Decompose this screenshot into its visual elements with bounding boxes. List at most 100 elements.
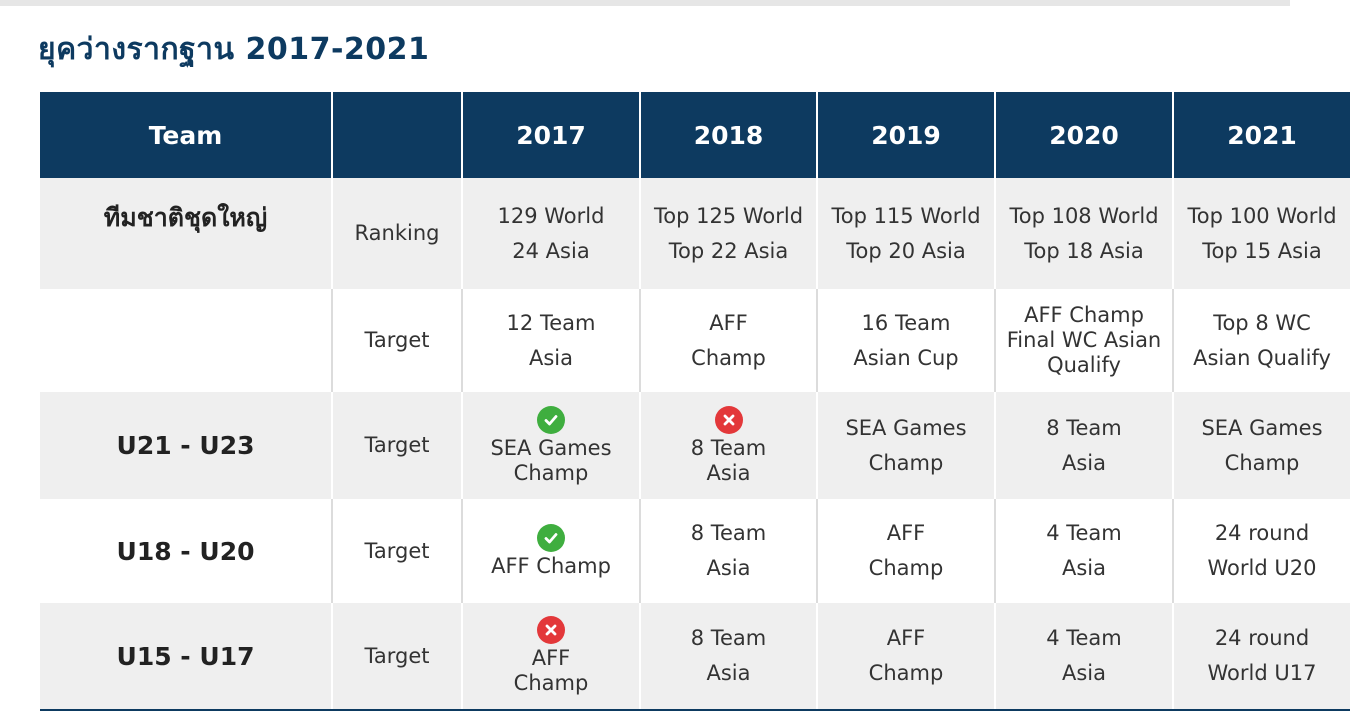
table-body: ทีมชาติชุดใหญ่ Ranking 129 World 24 Asia Top…	[40, 178, 1350, 709]
cell-text-line2: Champ	[691, 345, 766, 370]
cell-text-line2: Asia	[1061, 661, 1106, 685]
header-2021: 2021	[1172, 92, 1350, 178]
team-cell: U18 - U20	[116, 536, 255, 566]
cell-text-line2: Asia	[706, 556, 751, 580]
table-header: Team 2017 2018 2019 2020 2021	[40, 92, 1350, 178]
cell-text-line1: Top 125 World	[653, 203, 804, 228]
cell-text-line2: World U17	[1207, 661, 1317, 685]
value-cell: Top 125 World Top 22 Asia	[639, 178, 816, 289]
value-cell: SEA Games Champ	[816, 392, 994, 499]
value-cell: 16 Team Asian Cup	[816, 289, 994, 392]
cell-text-line1: 4 Team	[1046, 626, 1122, 650]
cell-text-line1: 8 Team	[1046, 415, 1122, 440]
table-row: U18 - U20 Target AFF Champ 8 Team Asia AFF Cha…	[40, 499, 1350, 603]
value-cell: 8 Team Asia	[639, 603, 816, 709]
value-cell: 8 Team Asia	[639, 499, 816, 603]
cell-text-line2: Champ	[1224, 450, 1300, 475]
cell-text-line1: Top 8 WC	[1213, 310, 1311, 335]
cell-text-line2: Asia	[1061, 556, 1106, 580]
value-cell: 8 Team Asia	[994, 392, 1172, 499]
cell-text-line1: AFF	[886, 521, 926, 545]
table-row: Target 12 Team Asia AFF Champ 16 Team Asian Cu…	[40, 289, 1350, 392]
value-cell: Top 115 World Top 20 Asia	[816, 178, 994, 289]
cell-text-line1: AFF	[709, 310, 748, 335]
header-2020: 2020	[994, 92, 1172, 178]
value-cell: 4 Team Asia	[994, 603, 1172, 709]
value-cell: AFF Champ	[816, 603, 994, 709]
cell-text-line2: Asia	[528, 345, 573, 370]
check-icon	[537, 405, 565, 434]
value-cell: AFF Champ	[639, 289, 816, 392]
cell-text-line2: Asia	[706, 460, 751, 485]
cell-text-line2: Top 20 Asia	[846, 238, 966, 263]
team-cell	[40, 289, 331, 392]
value-cell: SEA Games Champ	[461, 392, 639, 499]
cell-text-line2: Champ	[868, 661, 944, 685]
cell-text-line1: 24 round	[1214, 521, 1310, 545]
value-cell: 12 Team Asia	[461, 289, 639, 392]
cell-text-line1: SEA Games	[845, 415, 967, 440]
cell-text-line1: 24 round	[1214, 626, 1310, 650]
targets-table: Team 2017 2018 2019 2020 2021 ทีมชาติชุด…	[40, 92, 1350, 711]
cell-text-line1: SEA Games	[1201, 415, 1323, 440]
table-row: U15 - U17 Target AFF Champ 8 Team Asia AFF Cham…	[40, 603, 1350, 709]
value-cell: AFF Champ Final WC Asian Qualify	[994, 289, 1172, 392]
team-cell: ทีมชาติชุดใหญ่	[103, 203, 268, 232]
cross-icon	[714, 405, 743, 434]
team-cell: U21 - U23	[116, 431, 255, 460]
cell-text-line2: Champ	[868, 450, 944, 475]
cell-text-line2: Top 18 Asia	[1024, 238, 1144, 263]
cell-text-line2: Asia	[1061, 450, 1106, 475]
metric-cell: Target	[331, 499, 461, 603]
value-cell: AFF Champ	[816, 499, 994, 603]
cell-text-line2: Final WC Asian	[1006, 328, 1162, 352]
metric-cell: Ranking	[331, 178, 461, 289]
cell-text-line1: 4 Team	[1046, 521, 1122, 545]
cell-text-line2: Top 22 Asia	[668, 238, 789, 263]
cell-text-line2: Asian Qualify	[1193, 345, 1331, 370]
value-cell: Top 8 WC Asian Qualify	[1172, 289, 1350, 392]
metric-cell: Target	[331, 289, 461, 392]
cell-text-line1: 129 World	[497, 203, 605, 228]
cell-text-line2: Champ	[513, 460, 589, 485]
cell-text-line1: AFF Champ	[491, 553, 611, 578]
cell-text-line1: Top 115 World	[831, 203, 981, 228]
cell-text-line1: AFF	[886, 626, 926, 650]
cell-text-line2: Champ	[868, 556, 944, 580]
cell-text-line2: Asian Cup	[853, 345, 959, 370]
cell-text-line3: Qualify	[1047, 353, 1121, 377]
header-metric	[331, 92, 461, 178]
cell-text-line1: AFF Champ	[1024, 303, 1144, 327]
value-cell: AFF Champ	[461, 499, 639, 603]
cell-text-line1: 12 Team	[506, 310, 596, 335]
check-icon	[537, 523, 565, 552]
team-cell: U15 - U17	[116, 641, 255, 671]
cell-text-line1: Top 100 World	[1187, 203, 1337, 228]
metric-cell: Target	[331, 392, 461, 499]
value-cell: SEA Games Champ	[1172, 392, 1350, 499]
cell-text-line1: 16 Team	[861, 310, 951, 335]
cross-icon	[537, 616, 565, 644]
header-2019: 2019	[816, 92, 994, 178]
cell-text-line1: 8 Team	[690, 435, 767, 460]
cell-text-line1: 8 Team	[690, 626, 767, 650]
table-row: ทีมชาติชุดใหญ่ Ranking 129 World 24 Asia Top…	[40, 178, 1350, 289]
cell-text-line2: Champ	[513, 671, 589, 695]
top-divider	[0, 0, 1290, 6]
page-title: ยุคว่างรากฐาน 2017-2021	[38, 32, 430, 67]
cell-text-line1: 8 Team	[690, 521, 767, 545]
cell-text-line2: Top 15 Asia	[1202, 238, 1322, 263]
cell-text-line2: Asia	[706, 661, 751, 685]
cell-text-line1: Top 108 World	[1009, 203, 1159, 228]
value-cell: 8 Team Asia	[639, 392, 816, 499]
cell-text-line1: SEA Games	[490, 435, 612, 460]
cell-text-line2: World U20	[1207, 556, 1317, 580]
header-team: Team	[148, 120, 223, 150]
header-2018: 2018	[639, 92, 816, 178]
cell-text-line1: AFF	[531, 646, 571, 670]
metric-cell: Target	[331, 603, 461, 709]
header-2017: 2017	[461, 92, 639, 178]
value-cell: 24 round World U20	[1172, 499, 1350, 603]
table-row: U21 - U23 Target SEA Games Champ 8 Team Asia S…	[40, 392, 1350, 499]
value-cell: Top 100 World Top 15 Asia	[1172, 178, 1350, 289]
